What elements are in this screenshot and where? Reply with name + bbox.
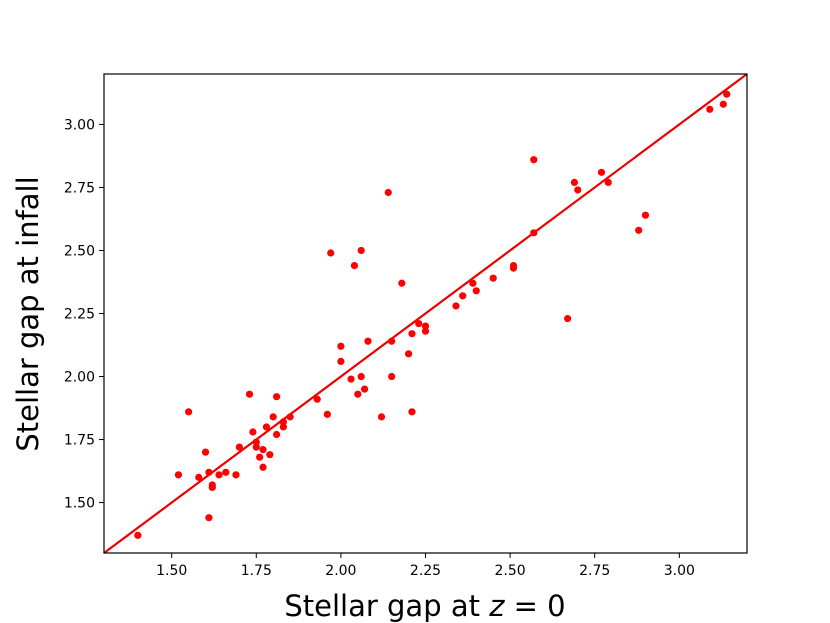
- data-point: [208, 481, 216, 489]
- data-point: [377, 413, 386, 421]
- data-point: [635, 226, 643, 234]
- data-point: [222, 468, 230, 476]
- tick-layer: 1.50 1.75 2.00 2.25 2.50 2.75 3.00 1.50 1.75 2.00…: [64, 117, 695, 579]
- data-point: [398, 279, 406, 287]
- x-tick-label: 1.50: [156, 563, 187, 579]
- data-point: [452, 302, 460, 310]
- data-point: [597, 168, 606, 176]
- data-point: [337, 357, 345, 365]
- data-point: [185, 408, 193, 416]
- data-point: [459, 292, 467, 300]
- data-point: [266, 451, 274, 459]
- x-tick-label: 2.50: [495, 563, 526, 579]
- data-point: [469, 279, 477, 287]
- data-point: [272, 430, 281, 439]
- data-point: [357, 372, 365, 381]
- data-point: [323, 410, 331, 418]
- data-point: [604, 178, 612, 187]
- data-point: [252, 438, 260, 446]
- y-tick-label: 3.00: [64, 117, 95, 133]
- data-point: [570, 178, 579, 187]
- data-point: [205, 514, 213, 522]
- x-axis-title: Stellar gap at z = 0: [284, 589, 565, 623]
- data-point: [641, 211, 650, 219]
- data-point: [574, 186, 582, 194]
- data-point: [415, 319, 423, 328]
- data-point: [279, 423, 287, 431]
- data-point: [272, 393, 281, 401]
- x-axis-title-variable: z: [488, 589, 505, 623]
- data-point: [313, 395, 321, 403]
- x-axis-title-suffix: = 0: [504, 589, 565, 623]
- data-point: [388, 337, 396, 345]
- data-point: [256, 453, 264, 461]
- x-tick-label: 1.75: [241, 563, 272, 579]
- data-point: [388, 372, 396, 381]
- data-point: [357, 246, 365, 255]
- data-point: [259, 446, 267, 454]
- y-tick-label: 2.25: [64, 307, 95, 323]
- data-point: [408, 330, 416, 338]
- data-point: [404, 350, 413, 358]
- data-point: [252, 443, 260, 451]
- data-point: [347, 375, 355, 383]
- y-axis-title: Stellar gap at infall: [11, 176, 45, 451]
- y-tick-label: 2.00: [64, 370, 95, 386]
- data-point: [719, 100, 727, 108]
- x-tick-label: 2.75: [579, 563, 610, 579]
- data-point: [350, 262, 359, 270]
- data-point: [706, 105, 714, 113]
- data-point: [421, 327, 430, 335]
- data-point: [327, 249, 335, 257]
- point-layer: [134, 90, 731, 539]
- data-point: [489, 274, 497, 282]
- data-point: [249, 428, 257, 436]
- data-point: [286, 413, 294, 421]
- data-point: [134, 531, 142, 539]
- data-point: [269, 413, 277, 421]
- data-point: [384, 188, 392, 197]
- data-point: [235, 443, 243, 451]
- y-tick-label: 2.75: [64, 180, 95, 196]
- data-point: [195, 473, 203, 481]
- x-tick-label: 2.00: [325, 563, 356, 579]
- data-point: [201, 448, 210, 456]
- x-axis-title-prefix: Stellar gap at: [284, 589, 489, 623]
- x-tick-label: 3.00: [664, 563, 695, 579]
- data-point: [174, 471, 183, 479]
- data-point: [232, 471, 240, 479]
- plot-frame: [103, 73, 748, 554]
- y-tick-label: 1.50: [64, 496, 95, 512]
- data-point: [360, 385, 369, 393]
- data-point: [215, 471, 223, 479]
- data-point: [337, 342, 345, 350]
- data-point: [564, 314, 572, 323]
- y-tick-label: 1.75: [64, 433, 95, 449]
- data-point: [354, 390, 362, 398]
- data-point: [472, 287, 480, 295]
- data-point: [262, 423, 271, 431]
- data-point: [205, 468, 213, 476]
- x-tick-label: 2.25: [410, 563, 441, 579]
- y-tick-label: 2.50: [64, 243, 95, 259]
- data-point: [279, 418, 287, 426]
- data-point: [364, 337, 372, 345]
- data-point: [245, 390, 254, 398]
- data-point: [509, 262, 518, 270]
- data-point: [421, 322, 430, 330]
- data-point: [408, 408, 416, 416]
- data-point: [530, 156, 538, 164]
- data-point: [723, 90, 731, 98]
- data-point: [259, 463, 267, 471]
- data-point: [530, 229, 538, 237]
- fit-line: [103, 73, 748, 554]
